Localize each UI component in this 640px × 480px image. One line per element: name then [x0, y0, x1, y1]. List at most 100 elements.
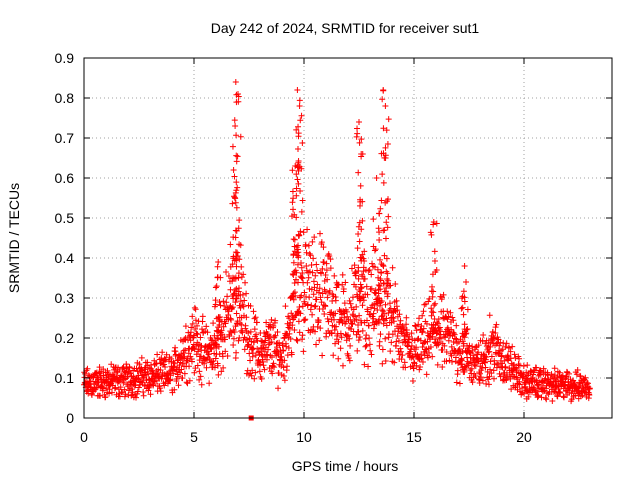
data-point — [475, 342, 482, 349]
data-point — [521, 390, 528, 397]
data-point — [433, 319, 440, 326]
data-point — [352, 283, 359, 290]
data-point — [460, 311, 467, 318]
data-point — [317, 294, 324, 301]
data-point — [416, 366, 423, 373]
data-point — [464, 342, 471, 349]
data-point — [305, 242, 312, 249]
data-point — [296, 97, 303, 104]
data-point — [170, 370, 177, 377]
data-point — [300, 229, 307, 236]
data-point — [469, 379, 476, 386]
y-tick-label: 0 — [66, 410, 74, 426]
data-point — [251, 315, 258, 322]
data-point — [507, 348, 514, 355]
data-point — [117, 384, 124, 391]
data-point — [542, 395, 549, 402]
data-point — [281, 357, 288, 364]
data-point — [290, 251, 297, 258]
data-point — [232, 189, 239, 196]
data-point — [389, 331, 396, 338]
data-point — [516, 362, 523, 369]
data-point — [227, 286, 234, 293]
data-point — [215, 259, 222, 265]
plot-frame — [83, 57, 613, 419]
data-point — [265, 346, 272, 353]
data-point — [492, 324, 499, 331]
data-point — [231, 328, 238, 335]
data-point — [240, 271, 247, 278]
data-point — [88, 392, 95, 399]
data-point — [310, 278, 317, 285]
data-point — [482, 356, 489, 363]
data-point — [97, 392, 104, 399]
data-point — [365, 322, 372, 329]
data-point — [490, 375, 497, 382]
data-point — [427, 344, 434, 351]
data-point — [294, 87, 301, 93]
data-point — [377, 277, 384, 284]
data-point — [288, 213, 295, 220]
data-point — [289, 188, 296, 195]
data-point — [249, 367, 256, 374]
data-point — [243, 314, 250, 321]
data-point — [379, 307, 386, 314]
data-point — [459, 330, 466, 337]
data-point — [559, 372, 566, 379]
data-point — [423, 371, 430, 378]
data-point — [250, 308, 257, 315]
data-point — [300, 348, 307, 355]
data-point — [294, 146, 301, 153]
data-point — [428, 231, 435, 238]
data-point — [416, 315, 423, 322]
data-point — [320, 259, 327, 266]
data-point — [213, 345, 220, 352]
data-point — [389, 264, 396, 271]
data-point — [380, 179, 387, 186]
data-point — [168, 355, 175, 362]
y-tick-label: 0.4 — [55, 250, 75, 266]
data-point — [267, 321, 274, 328]
data-point — [586, 392, 593, 399]
data-point — [236, 256, 243, 263]
data-point — [464, 306, 471, 313]
data-point — [359, 251, 366, 258]
data-point — [381, 154, 388, 161]
data-point — [289, 322, 296, 329]
data-point — [318, 270, 325, 277]
data-point — [424, 354, 431, 361]
data-point — [497, 373, 504, 380]
data-point — [138, 354, 145, 361]
data-point — [498, 352, 505, 359]
data-point — [270, 360, 277, 367]
data-point — [432, 300, 439, 307]
data-point — [295, 130, 302, 137]
data-point — [297, 188, 304, 195]
data-point — [192, 306, 199, 313]
data-point — [214, 274, 221, 281]
data-point — [150, 378, 157, 385]
data-point — [445, 313, 452, 320]
data-point — [242, 279, 249, 286]
data-point — [347, 342, 354, 349]
data-point — [312, 272, 319, 279]
data-point — [232, 122, 239, 129]
data-point — [451, 331, 458, 338]
data-point — [84, 387, 91, 394]
data-point — [282, 303, 289, 310]
data-point — [313, 341, 320, 348]
data-point — [384, 224, 391, 231]
data-point — [237, 298, 244, 305]
data-point — [194, 362, 201, 369]
data-point — [434, 361, 441, 368]
data-point — [233, 292, 240, 299]
data-point — [508, 386, 515, 393]
data-point — [298, 264, 305, 271]
data-point — [216, 321, 223, 328]
data-point — [344, 313, 351, 320]
data-point — [556, 369, 563, 376]
data-point — [221, 336, 228, 343]
data-point — [204, 329, 211, 336]
data-point — [281, 377, 288, 384]
data-point — [384, 290, 391, 297]
